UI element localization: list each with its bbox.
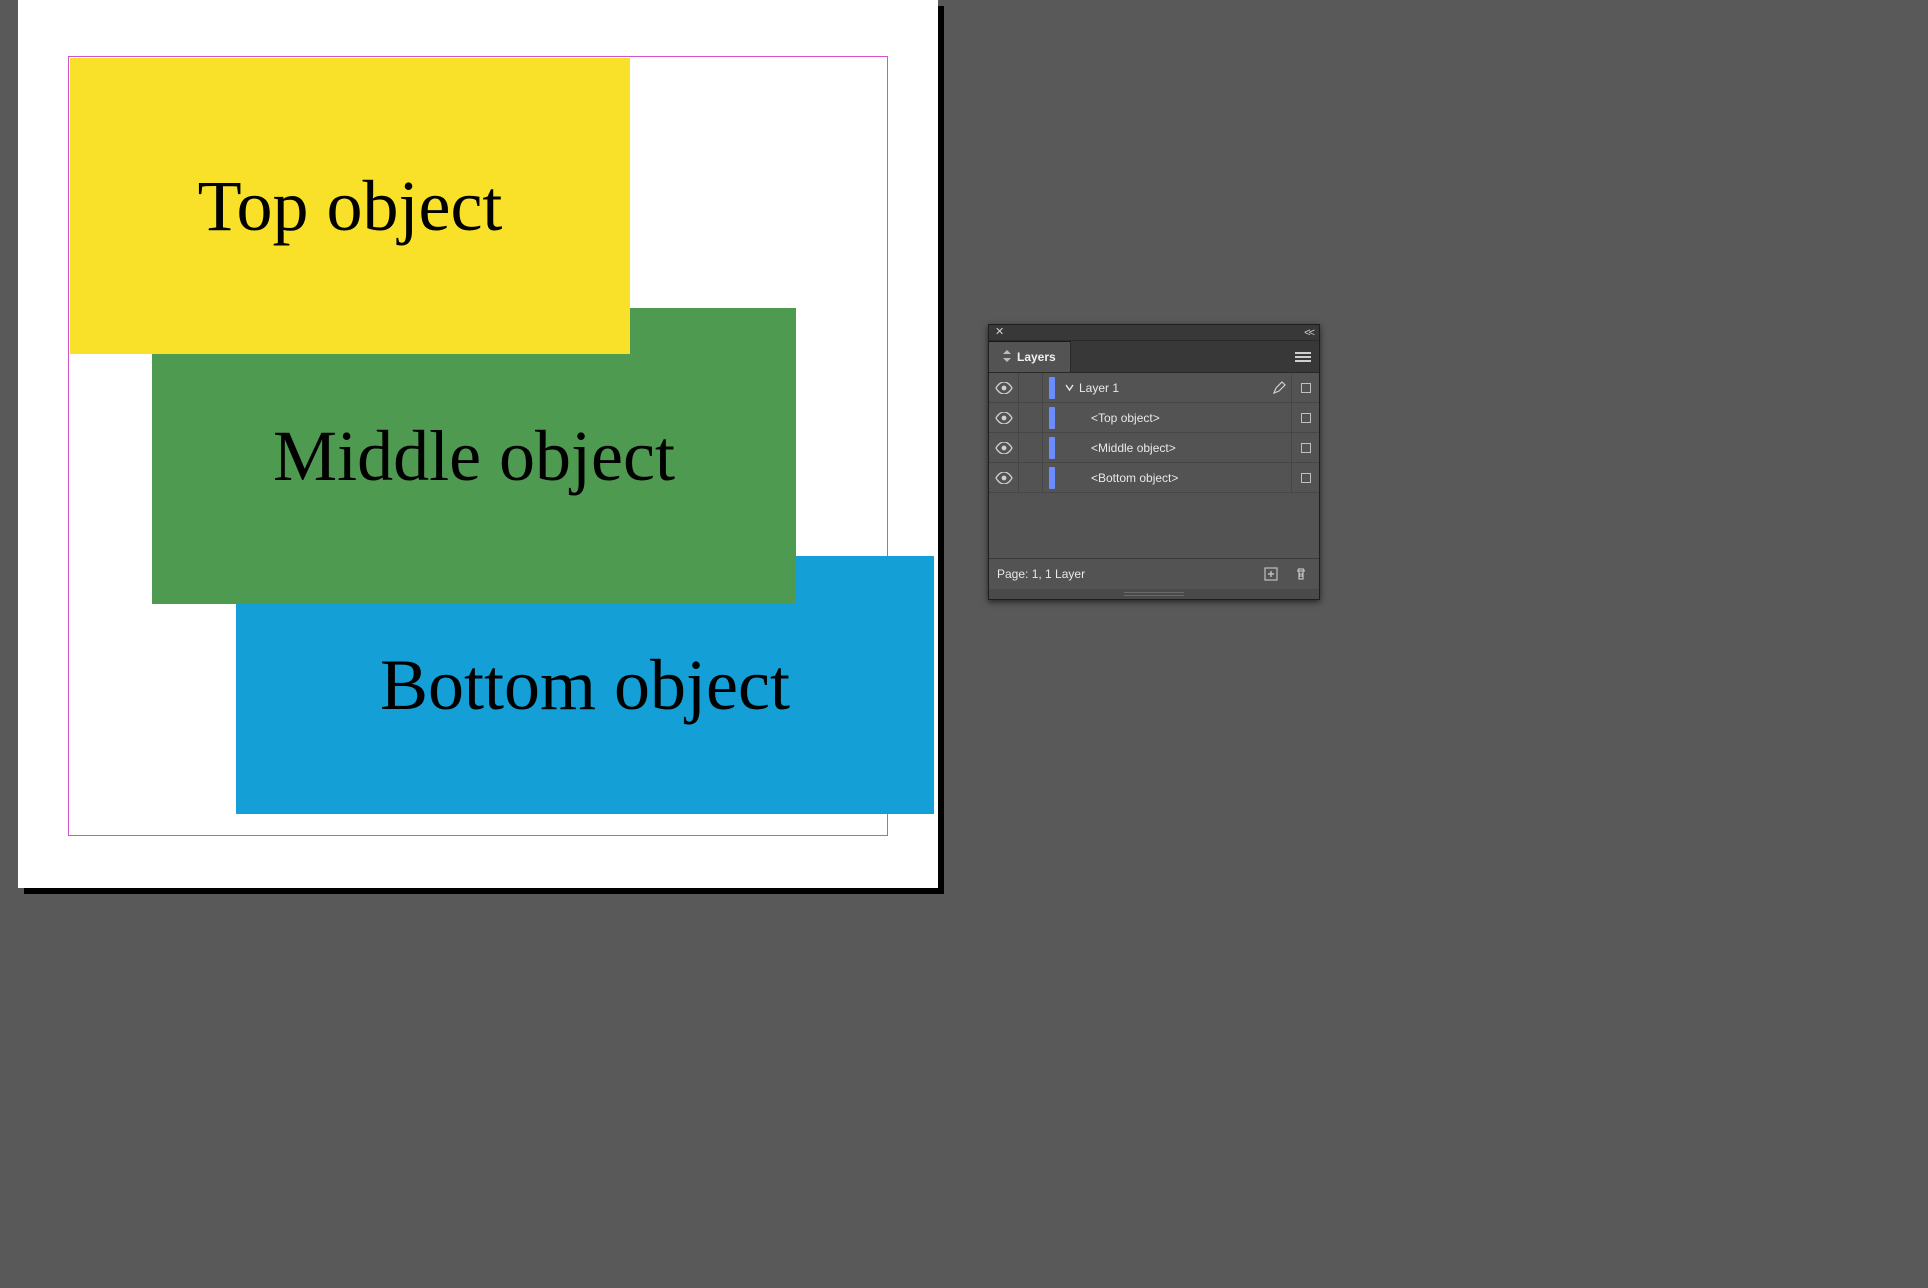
pen-icon: [1267, 381, 1291, 395]
layer-color-chip: [1049, 467, 1055, 489]
new-layer-button[interactable]: [1261, 564, 1281, 584]
document-stage: Bottom object Middle object Top object: [18, 0, 938, 888]
document-page[interactable]: Bottom object Middle object Top object: [18, 0, 938, 888]
layer-row[interactable]: <Bottom object>: [989, 463, 1319, 493]
tab-layers[interactable]: Layers: [989, 341, 1071, 372]
panel-titlebar[interactable]: ✕ <<: [989, 325, 1319, 341]
layer-color-chip: [1049, 377, 1055, 399]
panel-tabs: Layers: [989, 341, 1319, 373]
visibility-toggle[interactable]: [989, 373, 1019, 402]
layer-row[interactable]: Layer 1: [989, 373, 1319, 403]
visibility-toggle[interactable]: [989, 463, 1019, 492]
object-label: <Bottom object>: [1091, 471, 1178, 485]
tab-label: Layers: [1017, 350, 1056, 364]
panel-menu-icon[interactable]: [1287, 341, 1319, 372]
select-target[interactable]: [1291, 463, 1319, 492]
object-label: <Top object>: [1091, 411, 1160, 425]
layer-main[interactable]: Layer 1: [1043, 373, 1267, 402]
footer-status: Page: 1, 1 Layer: [997, 567, 1251, 581]
canvas-object-top-label: Top object: [198, 170, 503, 242]
close-icon[interactable]: ✕: [995, 327, 1004, 338]
object-label: <Middle object>: [1091, 441, 1176, 455]
lock-cell[interactable]: [1019, 373, 1043, 402]
select-target[interactable]: [1291, 373, 1319, 402]
lock-cell[interactable]: [1019, 403, 1043, 432]
lock-cell[interactable]: [1019, 433, 1043, 462]
select-target[interactable]: [1291, 433, 1319, 462]
layer-label: Layer 1: [1079, 381, 1119, 395]
visibility-toggle[interactable]: [989, 433, 1019, 462]
select-target[interactable]: [1291, 403, 1319, 432]
layer-color-chip: [1049, 437, 1055, 459]
tab-updown-icon: [1003, 350, 1011, 365]
layers-panel: ✕ << Layers: [988, 324, 1320, 600]
layer-main[interactable]: <Bottom object>: [1043, 463, 1267, 492]
canvas-object-bottom-label: Bottom object: [380, 649, 790, 721]
panel-footer: Page: 1, 1 Layer: [989, 559, 1319, 589]
canvas-object-middle-label: Middle object: [273, 420, 675, 492]
layer-color-chip: [1049, 407, 1055, 429]
panel-empty-area: [989, 493, 1319, 559]
collapse-icon[interactable]: <<: [1304, 327, 1313, 339]
panel-resize-grip[interactable]: [989, 589, 1319, 599]
layer-row[interactable]: <Top object>: [989, 403, 1319, 433]
layer-main[interactable]: <Middle object>: [1043, 433, 1267, 462]
canvas-object-top[interactable]: Top object: [70, 58, 630, 354]
layer-main[interactable]: <Top object>: [1043, 403, 1267, 432]
layer-row[interactable]: <Middle object>: [989, 433, 1319, 463]
delete-layer-button[interactable]: [1291, 564, 1311, 584]
lock-cell[interactable]: [1019, 463, 1043, 492]
layer-rows: Layer 1 <Top object>: [989, 373, 1319, 559]
visibility-toggle[interactable]: [989, 403, 1019, 432]
chevron-down-icon[interactable]: [1063, 383, 1075, 392]
